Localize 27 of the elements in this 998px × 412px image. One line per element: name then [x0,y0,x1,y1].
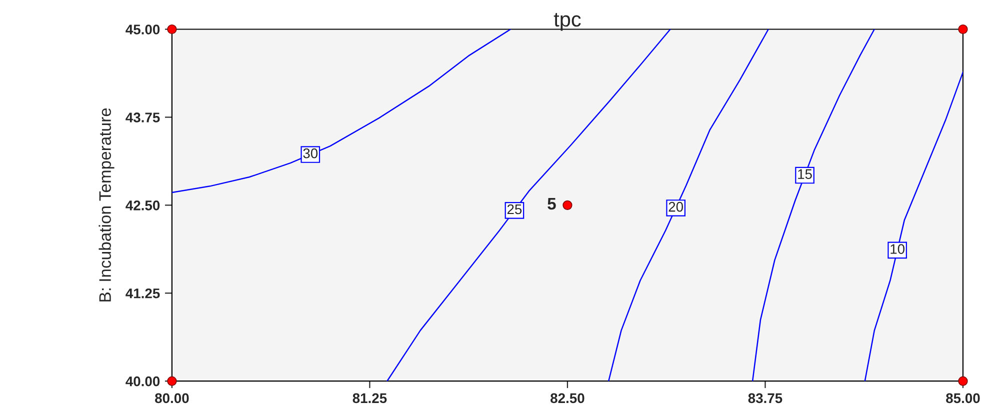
point [958,376,968,386]
line-series [752,29,875,382]
chart-title: tpc [554,13,581,31]
x-tick-label: 82.50 [550,393,584,404]
x-tick-label: 85.00 [946,393,980,404]
series-label: 30 [303,148,318,158]
point [167,24,177,34]
point [562,200,572,210]
line-series [608,29,770,382]
annotation: 5 [548,198,556,210]
point [958,24,968,34]
line-series [864,72,963,382]
y-tick-label: 42.50 [126,200,160,210]
y-axis-title: B: Incubation Temperature [98,108,114,302]
y-tick-label: 40.00 [126,376,160,386]
series-label: 20 [668,202,684,212]
series-label: 15 [798,169,812,179]
line-series [172,29,512,194]
point [167,376,177,386]
y-tick-label: 45.00 [126,24,160,34]
y-tick-label: 43.75 [126,112,160,122]
y-tick-label: 41.25 [126,288,160,298]
series-label: 25 [507,204,522,214]
series-label: 10 [890,244,904,254]
x-tick-label: 83.75 [748,393,782,404]
x-tick-label: 80.00 [155,393,189,404]
x-tick-label: 81.25 [352,393,387,404]
